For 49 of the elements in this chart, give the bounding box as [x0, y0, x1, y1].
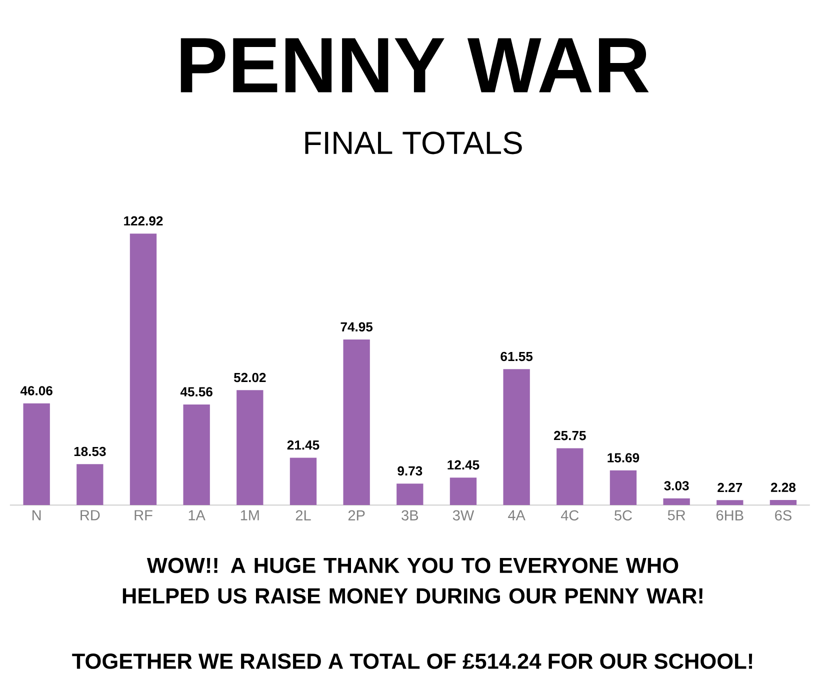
x-tick-label: 2L: [296, 510, 311, 520]
data-label: 45.56: [180, 387, 212, 396]
chart-subtitle: FINAL TOTALS: [305, 132, 522, 154]
data-label: 2.28: [770, 482, 796, 492]
bar: [76, 464, 104, 506]
bar: [663, 498, 690, 506]
bar: [716, 500, 744, 506]
x-tick-label: RD: [80, 510, 100, 520]
bar: [450, 478, 477, 506]
chart-title: PENNY WAR: [180, 38, 649, 92]
text: WOW!! A HUGE THANK YOU TO EVERYONE WHO HELPED US RAISE MONEY DURING OUR PENNY WAR!: [122, 558, 702, 604]
x-tick-label: 5R: [668, 510, 686, 520]
bar: [770, 500, 797, 506]
data-label: 12.45: [448, 460, 480, 470]
data-label: 52.02: [234, 372, 266, 382]
data-label: 9.73: [398, 466, 422, 476]
bar: [130, 234, 157, 506]
x-tick-label: 4A: [508, 510, 526, 520]
bar: [556, 448, 584, 506]
bar: [290, 458, 317, 506]
data-label: 21.45: [287, 440, 320, 450]
bar: [610, 470, 637, 506]
x-tick-label: 5C: [614, 510, 632, 520]
x-tick-label: 3B: [402, 510, 418, 520]
data-label: 46.06: [20, 386, 52, 396]
x-tick-label: 6S: [775, 510, 792, 520]
data-label: 74.95: [340, 322, 373, 332]
data-label: 61.55: [500, 352, 533, 362]
x-tick-label: N: [32, 510, 41, 520]
x-tick-label: 1M: [240, 510, 259, 520]
bar: [183, 404, 210, 506]
data-label: 122.92: [124, 216, 163, 226]
x-tick-label: 3W: [452, 510, 474, 520]
x-tick-label: 2P: [348, 510, 365, 520]
text: TOGETHER WE RAISED A TOTAL OF £514.24 FOR OUR SCHOOL!: [72, 653, 752, 669]
bar: [23, 403, 50, 506]
x-tick-label: RF: [134, 510, 152, 520]
data-label: 2.27: [718, 482, 742, 492]
bar: [396, 484, 424, 506]
data-label: 15.69: [608, 453, 640, 462]
x-tick-label: 4C: [560, 510, 579, 520]
data-label: 3.03: [664, 481, 689, 490]
bar: [343, 340, 370, 506]
bar: [236, 390, 264, 506]
x-tick-label: 6HB: [716, 510, 744, 520]
bar: [503, 369, 530, 506]
x-tick-label: 1A: [188, 510, 206, 520]
data-label: 18.53: [74, 446, 106, 456]
data-label: 25.75: [554, 430, 586, 440]
